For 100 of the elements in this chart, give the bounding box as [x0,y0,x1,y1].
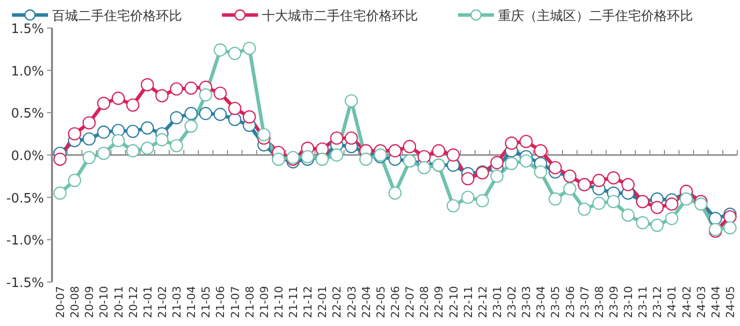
point [82,116,96,130]
point [242,42,256,55]
point [242,110,256,124]
point [140,121,154,135]
x-tick-label: 24-02 [680,286,694,318]
x-tick-label: 23-08 [592,286,606,318]
point [490,170,504,183]
point [228,102,242,116]
x-tick-label: 24-05 [724,286,737,318]
y-tick-label: -0.5% [6,191,44,206]
x-tick-label: 23-06 [564,286,577,318]
x-tick-label: 23-04 [534,286,548,318]
x-tick-label: 22-06 [389,286,402,318]
y-tick-label: 0.5% [10,106,44,122]
point [257,128,271,142]
y-tick-label: 0.0% [10,149,44,164]
x-tick-label: 22-07 [404,286,417,318]
legend-label: 重庆（主城区）二手住宅价格环比 [498,8,693,24]
point [214,108,227,121]
y-tick-label: 1.5% [10,22,44,37]
point [665,198,678,211]
point [665,212,678,226]
point [97,96,110,110]
point [330,131,344,145]
x-tick-label: 23-02 [506,286,519,318]
x-tick-label: 24-03 [694,286,708,318]
x-tick-label: 21-03 [170,286,184,318]
point [461,172,474,186]
point [170,111,184,124]
point [578,202,591,216]
point [621,178,635,192]
x-tick-label: 22-12 [476,286,490,318]
x-tick-label: 21-08 [243,286,256,318]
x-tick-label: 21-10 [272,286,286,318]
point [504,156,518,170]
point [82,132,96,146]
point [563,182,576,196]
x-tick-label: 21-11 [287,286,300,318]
point [155,133,169,146]
y-tick-label: 1.0% [10,64,44,80]
x-tick-label: 22-09 [432,286,446,318]
x-tick-label: 22-02 [330,286,344,318]
point [97,126,110,139]
x-tick-label: 24-01 [666,286,679,318]
point [184,106,198,120]
point [446,199,460,212]
x-tick-label: 23-05 [549,286,562,318]
point [112,134,125,148]
point [534,165,548,179]
point [476,194,489,208]
point [388,186,402,200]
x-tick-label: 22-03 [345,286,358,318]
point [199,106,212,120]
x-tick-label: 23-03 [520,286,534,318]
x-tick-label: 21-12 [302,286,315,318]
point [214,86,227,100]
x-tick-label: 20-12 [126,286,140,318]
point [680,192,693,206]
x-tick-label: 23-12 [651,286,664,318]
x-tick-label: 22-10 [447,286,460,318]
point [140,78,154,92]
legend-label: 十大城市二手住宅价格环比 [262,8,418,24]
y-tick-label: -1.0% [6,234,44,249]
legend-label: 百城二手住宅价格环比 [52,8,182,24]
point [68,174,82,187]
x-tick-label: 20-07 [54,286,67,318]
x-tick-label: 21-04 [185,286,198,318]
x-tick-label: 22-04 [360,286,373,318]
point [184,82,198,95]
x-tick-label: 23-11 [636,286,650,318]
point [126,124,140,138]
point [606,194,620,208]
point [155,89,169,102]
x-tick-label: 23-07 [578,286,592,318]
point [592,196,606,210]
point [53,186,67,200]
x-tick-label: 23-01 [490,286,504,318]
point [228,112,242,126]
point [694,198,708,211]
point [621,208,635,222]
x-tick-label: 22-01 [316,286,330,318]
point [199,88,212,102]
x-tick-label: 21-05 [200,286,213,318]
x-tick-label: 21-09 [258,286,271,318]
x-tick-label: 23-09 [607,286,620,318]
x-tick-label: 23-10 [622,286,636,318]
point [68,127,82,140]
point [461,190,474,204]
point [650,218,664,232]
y-tick-label: -1.5% [6,276,44,291]
point [418,161,431,174]
point [170,82,184,96]
x-tick-label: 22-05 [374,286,388,318]
point [344,94,358,108]
point [402,140,416,154]
point [606,171,620,184]
x-tick-label: 20-08 [68,286,82,318]
x-tick-label: 21-01 [141,286,154,318]
point [708,212,722,226]
point [126,98,140,112]
